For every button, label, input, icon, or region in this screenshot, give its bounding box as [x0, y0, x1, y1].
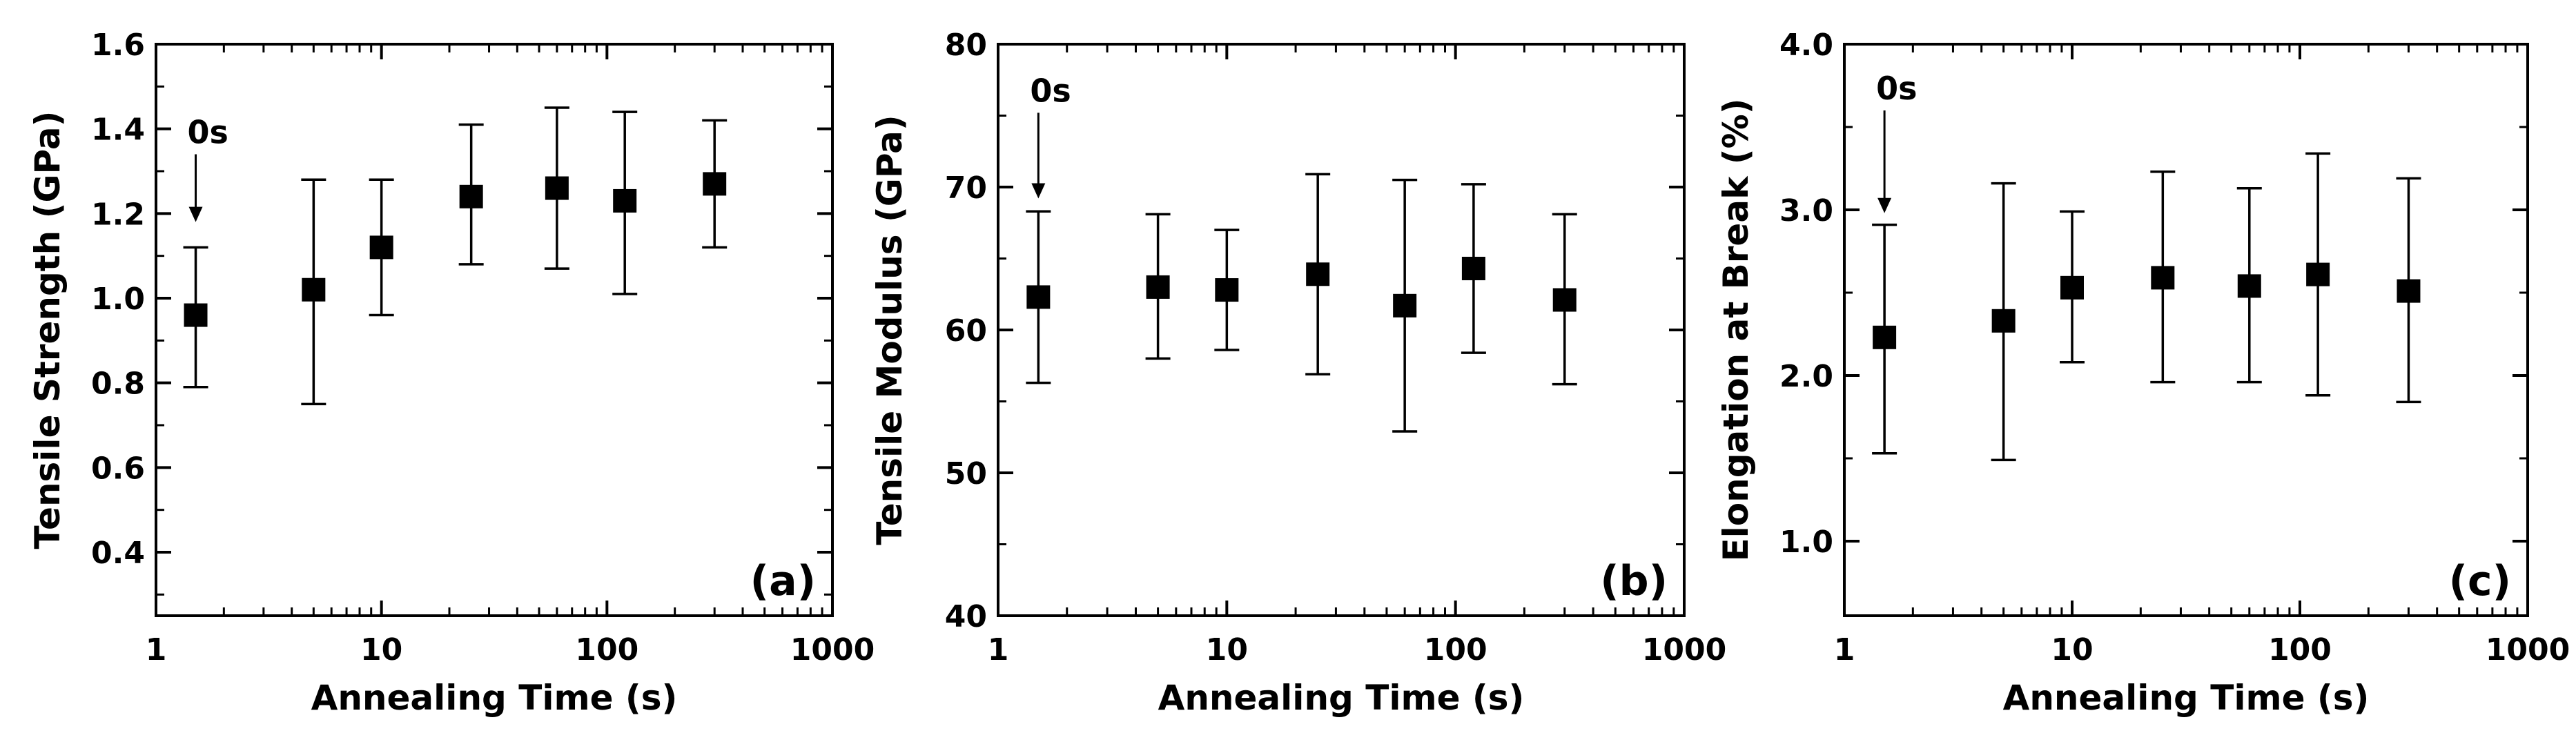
y-tick-label: 1.4 [91, 113, 145, 148]
data-marker [1026, 285, 1051, 309]
annotation-arrow-head [188, 206, 203, 222]
data-point-group [183, 246, 208, 389]
data-point-group [1305, 173, 1331, 376]
data-marker [369, 235, 393, 260]
data-marker [613, 188, 637, 213]
data-marker [302, 277, 326, 302]
chart-panel-3: 1 10 100 1000 1.0 2.0 3.0 4.0 Annealing Time (s)… [1716, 28, 2570, 718]
x-tick-label: 100 [1424, 632, 1487, 667]
data-point-group [612, 110, 638, 295]
x-axis-title: Annealing Time (s) [311, 678, 678, 718]
x-tick-label: 1000 [1642, 632, 1726, 667]
data-point-group [2396, 177, 2421, 404]
data-point-group [1872, 223, 1897, 455]
data-marker [2306, 262, 2330, 286]
annotation-arrow-head [1031, 183, 1046, 199]
data-marker [1873, 325, 1897, 349]
y-tick-label: 60 [945, 313, 987, 349]
data-point-group [369, 178, 394, 317]
data-marker [184, 303, 208, 327]
chart-panel-1: 1 10 100 1000 0.4 0.6 0.8 1.0 1.2 1.4 1.6 Annealing… [28, 28, 875, 718]
x-tick-label: 100 [575, 632, 638, 667]
data-marker [1215, 278, 1239, 302]
y-tick-label: 0.4 [91, 536, 145, 571]
plot-frame [997, 43, 1686, 617]
panel-label: (a) [750, 557, 816, 605]
x-tick-label: 100 [2268, 632, 2332, 667]
data-point-group [1552, 213, 1577, 386]
data-point-group [2150, 170, 2176, 384]
data-point-group [301, 178, 326, 406]
y-axis-title: Tensile Strength (GPa) [28, 111, 68, 549]
data-point-group [1392, 178, 1418, 433]
x-axis-title: Annealing Time (s) [1158, 678, 1525, 718]
plot-frame [1843, 43, 2529, 617]
annotation-label: 0s [1030, 72, 1071, 109]
y-tick-label: 40 [945, 599, 987, 634]
panel-label: (c) [2449, 557, 2511, 605]
data-point-group [2305, 152, 2331, 397]
data-point-group [1026, 210, 1051, 384]
x-tick-label: 1000 [2486, 632, 2570, 667]
y-tick-label: 1.0 [1779, 525, 1833, 560]
data-point-group [2236, 187, 2262, 384]
x-tick-label: 1000 [790, 632, 875, 667]
y-tick-label: 50 [945, 456, 987, 491]
data-marker [2060, 275, 2084, 300]
data-marker [1393, 293, 1417, 318]
data-marker [459, 184, 483, 208]
data-point-group [458, 123, 484, 266]
annotation-label: 0s [1876, 70, 1917, 107]
data-marker [703, 172, 727, 196]
data-marker [2237, 274, 2261, 298]
y-tick-label: 3.0 [1779, 193, 1833, 228]
chart-panel-2: 1 10 100 1000 40 50 60 70 80 Annealing Time (s) Te… [870, 28, 1726, 718]
y-axis-title: Tensile Modulus (GPa) [870, 115, 910, 545]
panel-label: (b) [1600, 557, 1668, 605]
x-tick-label: 10 [360, 632, 402, 667]
data-marker [1306, 262, 1330, 286]
data-marker [1146, 275, 1170, 299]
data-point-group [702, 119, 728, 249]
x-tick-label: 1 [988, 632, 1009, 667]
y-tick-label: 0.8 [91, 367, 145, 402]
x-tick-label: 1 [146, 632, 167, 667]
data-point-group [1461, 183, 1486, 354]
data-marker [545, 176, 569, 200]
x-axis-title: Annealing Time (s) [2003, 678, 2370, 718]
y-tick-label: 80 [945, 28, 987, 63]
x-tick-label: 10 [2051, 632, 2093, 667]
data-marker [2151, 266, 2175, 290]
plot-frame [155, 43, 834, 617]
y-tick-label: 1.6 [91, 28, 145, 63]
data-point-group [544, 106, 569, 270]
data-point-group [1214, 228, 1240, 351]
y-axis-title: Elongation at Break (%) [1716, 98, 1756, 561]
data-marker [1552, 288, 1577, 312]
data-point-group [2060, 210, 2085, 364]
annotation-arrow-head [1877, 197, 1892, 213]
y-tick-label: 1.2 [91, 197, 145, 232]
data-point-group [1991, 182, 2016, 462]
annotation-label: 0s [188, 113, 228, 150]
data-marker [2397, 279, 2421, 303]
y-tick-label: 1.0 [91, 282, 145, 317]
x-tick-label: 10 [1206, 632, 1248, 667]
y-tick-label: 0.6 [91, 451, 145, 486]
y-tick-label: 70 [945, 170, 987, 206]
data-marker [1991, 309, 2016, 333]
x-tick-label: 1 [1834, 632, 1855, 667]
y-tick-label: 2.0 [1779, 359, 1833, 394]
data-marker [1461, 256, 1485, 280]
y-tick-label: 4.0 [1779, 28, 1833, 63]
data-point-group [1145, 213, 1171, 360]
